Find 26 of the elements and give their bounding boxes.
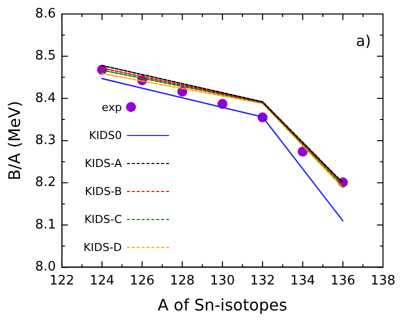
x-tick-label: 138 [370, 273, 396, 288]
legend-label: KIDS-B [84, 184, 122, 198]
y-tick-label: 8.4 [35, 90, 56, 106]
y-tick-label: 8.5 [35, 48, 56, 64]
x-tick-label: 124 [90, 273, 114, 288]
x-tick-label: 134 [290, 273, 316, 288]
x-tick-label: 132 [250, 273, 275, 288]
y-tick-label: 8.0 [35, 260, 56, 275]
annotation: a) [356, 32, 371, 50]
y-axis-title: B/A (MeV) [4, 100, 24, 180]
x-tick-label: 130 [210, 273, 235, 288]
x-tick-label: 126 [130, 273, 155, 288]
x-tick-label: 136 [330, 273, 356, 288]
x-axis-title: A of Sn-isotopes [158, 296, 288, 315]
legend-label: exp [102, 100, 122, 114]
x-tick-label: 122 [49, 273, 74, 288]
legend-label: KIDS-D [84, 240, 122, 254]
y-tick-label: 8.2 [35, 175, 56, 190]
x-tick-label: 128 [170, 273, 195, 288]
legend-label: KIDS0 [88, 128, 122, 142]
y-tick-label: 8.6 [35, 6, 56, 22]
legend-label: KIDS-A [84, 156, 122, 170]
point [298, 146, 308, 157]
y-tick-label: 8.3 [35, 132, 56, 148]
legend-label: KIDS-C [84, 212, 122, 226]
y-tick-label: 8.1 [35, 217, 56, 232]
